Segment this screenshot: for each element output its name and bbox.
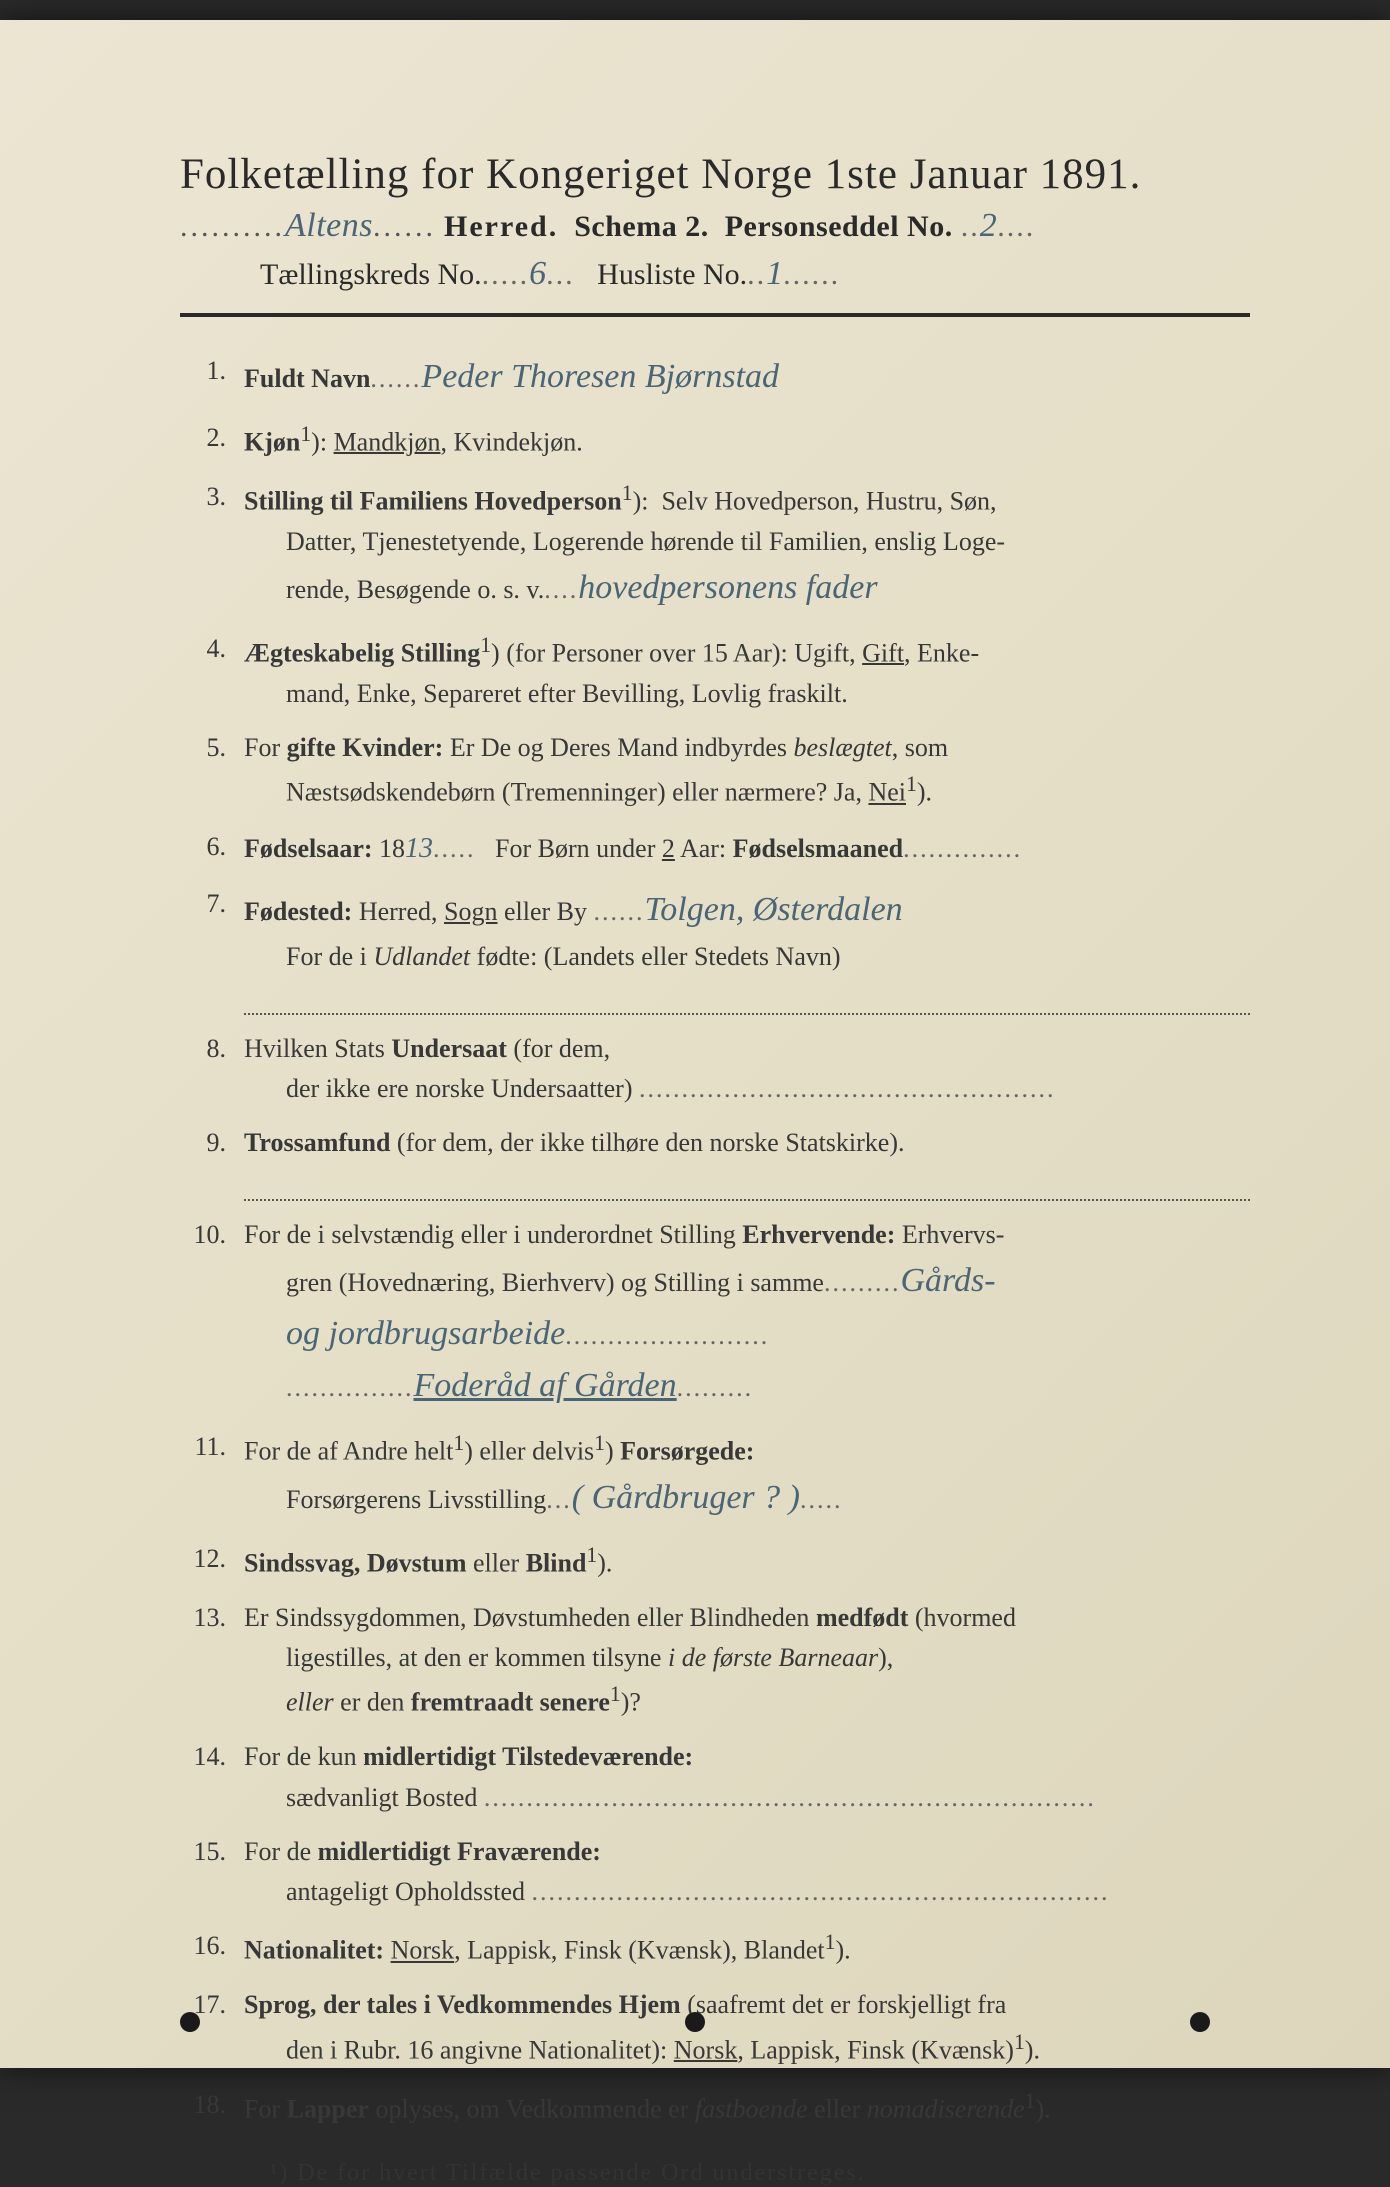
item-5: 5. For gifte Kvinder: Er De og Deres Man… (180, 728, 1250, 813)
forsorger-hw: ( Gårdbruger ? ) (572, 1472, 800, 1525)
item-12: 12. Sindssvag, Døvstum eller Blind1). (180, 1539, 1250, 1584)
label-sindssvag: Sindssvag, Døvstum (244, 1548, 467, 1577)
header-line-2: ..........Altens...... Herred. Schema 2.… (180, 207, 1250, 245)
item-16: 16. Nationalitet: Norsk, Lappisk, Finsk … (180, 1926, 1250, 1971)
erhverv-hw2: og jordbrugsarbeide (286, 1308, 565, 1361)
personseddel-label: Personseddel No. (725, 210, 953, 243)
norsk-underlined: Norsk (391, 1936, 455, 1965)
gift-underlined: Gift (862, 638, 904, 667)
page-title: Folketælling for Kongeriget Norge 1ste J… (180, 150, 1250, 199)
kreds-no-hw: 6 (529, 255, 546, 293)
item-14: 14. For de kun midlertidigt Tilstedevære… (180, 1737, 1250, 1818)
label-nationalitet: Nationalitet: (244, 1936, 384, 1965)
item-7: 7. Fødested: Herred, Sogn eller By .....… (180, 884, 1250, 1014)
personseddel-no-hw: 2 (980, 207, 998, 245)
schema-label: Schema 2. (574, 210, 709, 243)
item-2: 2. Kjøn1): Mandkjøn, Kvindekjøn. (180, 418, 1250, 463)
label-fodselsaar: Fødselsaar: (244, 834, 373, 863)
erhverv-hw1: Gårds- (900, 1255, 995, 1308)
item-10: 10. For de i selvstændig eller i underor… (180, 1215, 1250, 1413)
item-13: 13. Er Sindssygdommen, Døvstumheden elle… (180, 1598, 1250, 1724)
kreds-label: Tællingskreds No. (260, 258, 482, 291)
label-forsorgede: Forsørgede: (620, 1437, 754, 1466)
binder-holes (0, 2012, 1390, 2032)
stilling-hw: hovedpersonens fader (578, 562, 877, 615)
header-line-3: Tællingskreds No......6... Husliste No..… (180, 255, 1250, 293)
footnote: ¹) De for hvert Tilfælde passende Ord un… (180, 2160, 1250, 2187)
item-6: 6. Fødselsaar: 1813..... For Børn under … (180, 827, 1250, 870)
husliste-label: Husliste No. (597, 258, 747, 291)
form-items: 1. Fuldt Navn......Peder Thoresen Bjørns… (180, 351, 1250, 2130)
label-fuldt-navn: Fuldt Navn (244, 364, 370, 393)
item-18: 18. For Lapper oplyses, om Vedkommende e… (180, 2085, 1250, 2130)
sprog-norsk-underlined: Norsk (674, 2035, 738, 2064)
year-hw: 13 (405, 833, 433, 864)
husliste-no-hw: 1 (766, 255, 783, 293)
item-11: 11. For de af Andre helt1) eller delvis1… (180, 1427, 1250, 1525)
label-fodested: Fødested: (244, 897, 352, 926)
dots: ...... (373, 210, 436, 243)
item-15: 15. For de midlertidigt Fraværende: anta… (180, 1832, 1250, 1913)
item-1: 1. Fuldt Navn......Peder Thoresen Bjørns… (180, 351, 1250, 404)
blank-dotted-line (244, 1170, 1250, 1201)
label-erhvervende: Erhvervende: (742, 1220, 895, 1249)
blank-dotted-line (244, 983, 1250, 1014)
nei-underlined: Nei (868, 778, 906, 807)
label-aegteskab: Ægteskabelig Stilling (244, 638, 480, 667)
dots: .......... (180, 210, 285, 243)
navn-hw: Peder Thoresen Bjørnstad (421, 351, 779, 404)
item-3: 3. Stilling til Familiens Hovedperson1):… (180, 477, 1250, 615)
label-lapper: Lapper (287, 2094, 369, 2123)
label-stilling: Stilling til Familiens Hovedperson (244, 486, 622, 515)
label-tilstede: midlertidigt Tilstedeværende: (363, 1742, 693, 1771)
hole-icon (685, 2012, 705, 2032)
label-kjon: Kjøn (244, 427, 300, 456)
sogn-underlined: Sogn (444, 897, 497, 926)
item-9: 9. Trossamfund (for dem, der ikke tilhør… (180, 1123, 1250, 1200)
fodested-hw: Tolgen, Østerdalen (645, 884, 903, 937)
hole-icon (1190, 2012, 1210, 2032)
label-gifte-kvinder: gifte Kvinder: (287, 733, 444, 762)
census-form-page: Folketælling for Kongeriget Norge 1ste J… (0, 20, 1390, 2068)
item-8: 8. Hvilken Stats Undersaat (for dem, der… (180, 1029, 1250, 1110)
erhverv-hw3: Foderåd af Gården (414, 1360, 677, 1413)
label-medfodt: medfødt (816, 1603, 908, 1632)
label-fravaerende: midlertidigt Fraværende: (318, 1837, 601, 1866)
kjon-underlined: Mandkjøn (334, 427, 441, 456)
hole-icon (180, 2012, 200, 2032)
divider (180, 313, 1250, 317)
herred-handwritten: Altens (285, 207, 373, 245)
label-fremtraadt: fremtraadt senere (411, 1688, 610, 1717)
item-4: 4. Ægteskabelig Stilling1) (for Personer… (180, 629, 1250, 714)
label-undersaat: Undersaat (391, 1034, 507, 1063)
herred-label: Herred. (444, 210, 558, 243)
label-trossamfund: Trossamfund (244, 1128, 390, 1157)
label-fodselsmaaned: Fødselsmaaned (733, 834, 903, 863)
